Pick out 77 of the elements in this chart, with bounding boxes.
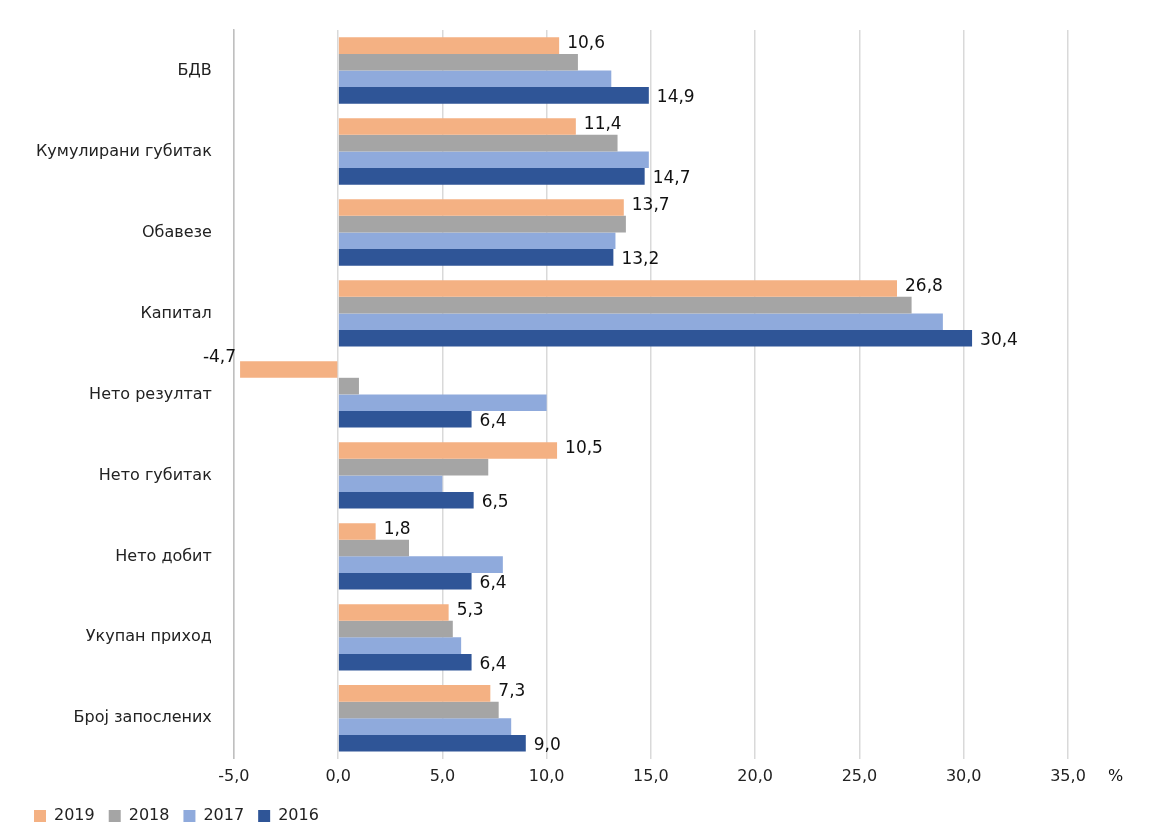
data-label: 6,5	[481, 490, 509, 511]
data-label: 26,8	[904, 274, 943, 295]
bar	[338, 637, 462, 654]
bar	[338, 134, 618, 152]
bar	[338, 620, 453, 638]
bar	[338, 330, 973, 347]
bar	[338, 604, 449, 621]
bar	[338, 411, 472, 428]
bar	[338, 394, 547, 411]
bar	[338, 313, 943, 331]
legend-label: 2018	[128, 805, 170, 825]
bar	[338, 118, 576, 135]
y-tick-label: Обавезе	[141, 221, 212, 241]
y-tick-label: Нето добит	[115, 545, 212, 565]
x-tick-label: -5,0	[218, 765, 250, 785]
bar	[338, 280, 897, 297]
y-tick-label: БДВ	[177, 59, 212, 79]
y-tick-label: Број запослених	[73, 707, 212, 727]
legend-label: 2016	[278, 805, 319, 825]
bar	[338, 475, 443, 492]
bar	[338, 151, 649, 169]
bar	[240, 361, 338, 378]
bar	[338, 70, 612, 88]
bar	[338, 249, 614, 266]
x-tick-label: 20,0	[737, 765, 773, 785]
data-label: 6,4	[479, 409, 507, 430]
bar	[338, 232, 616, 250]
x-tick-label: 15,0	[633, 765, 669, 785]
y-tick-label: Капитал	[140, 302, 212, 322]
legend-label: 2019	[54, 805, 95, 825]
data-label: 7,3	[498, 679, 526, 700]
bar	[338, 199, 624, 216]
bar	[338, 718, 512, 735]
data-label: 5,3	[456, 598, 484, 619]
x-tick-label: 0,0	[325, 765, 351, 785]
bar	[338, 556, 503, 573]
legend-label: 2017	[203, 805, 245, 825]
data-label: 13,2	[621, 247, 660, 268]
bar	[338, 53, 578, 71]
x-tick-label: 30,0	[945, 765, 982, 785]
data-label: 6,4	[479, 571, 507, 592]
bar	[338, 215, 626, 233]
y-tick-label: Укупан приход	[85, 626, 212, 646]
data-label: 1,8	[383, 517, 411, 538]
data-label: 9,0	[533, 733, 561, 754]
data-label: 6,4	[479, 652, 507, 673]
data-label: 13,7	[631, 193, 670, 214]
bar	[338, 458, 489, 476]
y-tick-label: Кумулирани губитак	[36, 140, 213, 160]
bar	[338, 442, 558, 459]
bar	[338, 572, 472, 590]
x-tick-label: 25,0	[841, 765, 878, 785]
y-tick-label: Нето губитак	[98, 464, 213, 484]
data-label: 30,4	[980, 328, 1018, 349]
x-tick-label: 5,0	[429, 765, 456, 785]
data-label: -4,7	[202, 345, 237, 366]
x-axis-title: %	[1108, 765, 1124, 785]
y-tick-label: Нето резултат	[89, 383, 212, 403]
bar	[338, 87, 649, 104]
data-label: 10,5	[565, 436, 603, 457]
data-label: 14,7	[652, 166, 691, 187]
bar	[338, 701, 499, 719]
data-label: 14,9	[656, 85, 695, 106]
bar	[338, 539, 409, 557]
bar	[338, 734, 526, 752]
bar	[338, 296, 912, 314]
bar	[338, 37, 560, 54]
data-label: 11,4	[583, 112, 622, 133]
data-label: 10,6	[567, 32, 606, 53]
bar	[338, 523, 376, 540]
bar	[338, 653, 472, 671]
bar	[338, 685, 491, 702]
bar	[338, 491, 474, 509]
x-tick-label: 10,0	[528, 765, 565, 785]
bar	[338, 168, 645, 185]
bar	[338, 377, 359, 395]
x-tick-label: 35,0	[1050, 765, 1086, 785]
